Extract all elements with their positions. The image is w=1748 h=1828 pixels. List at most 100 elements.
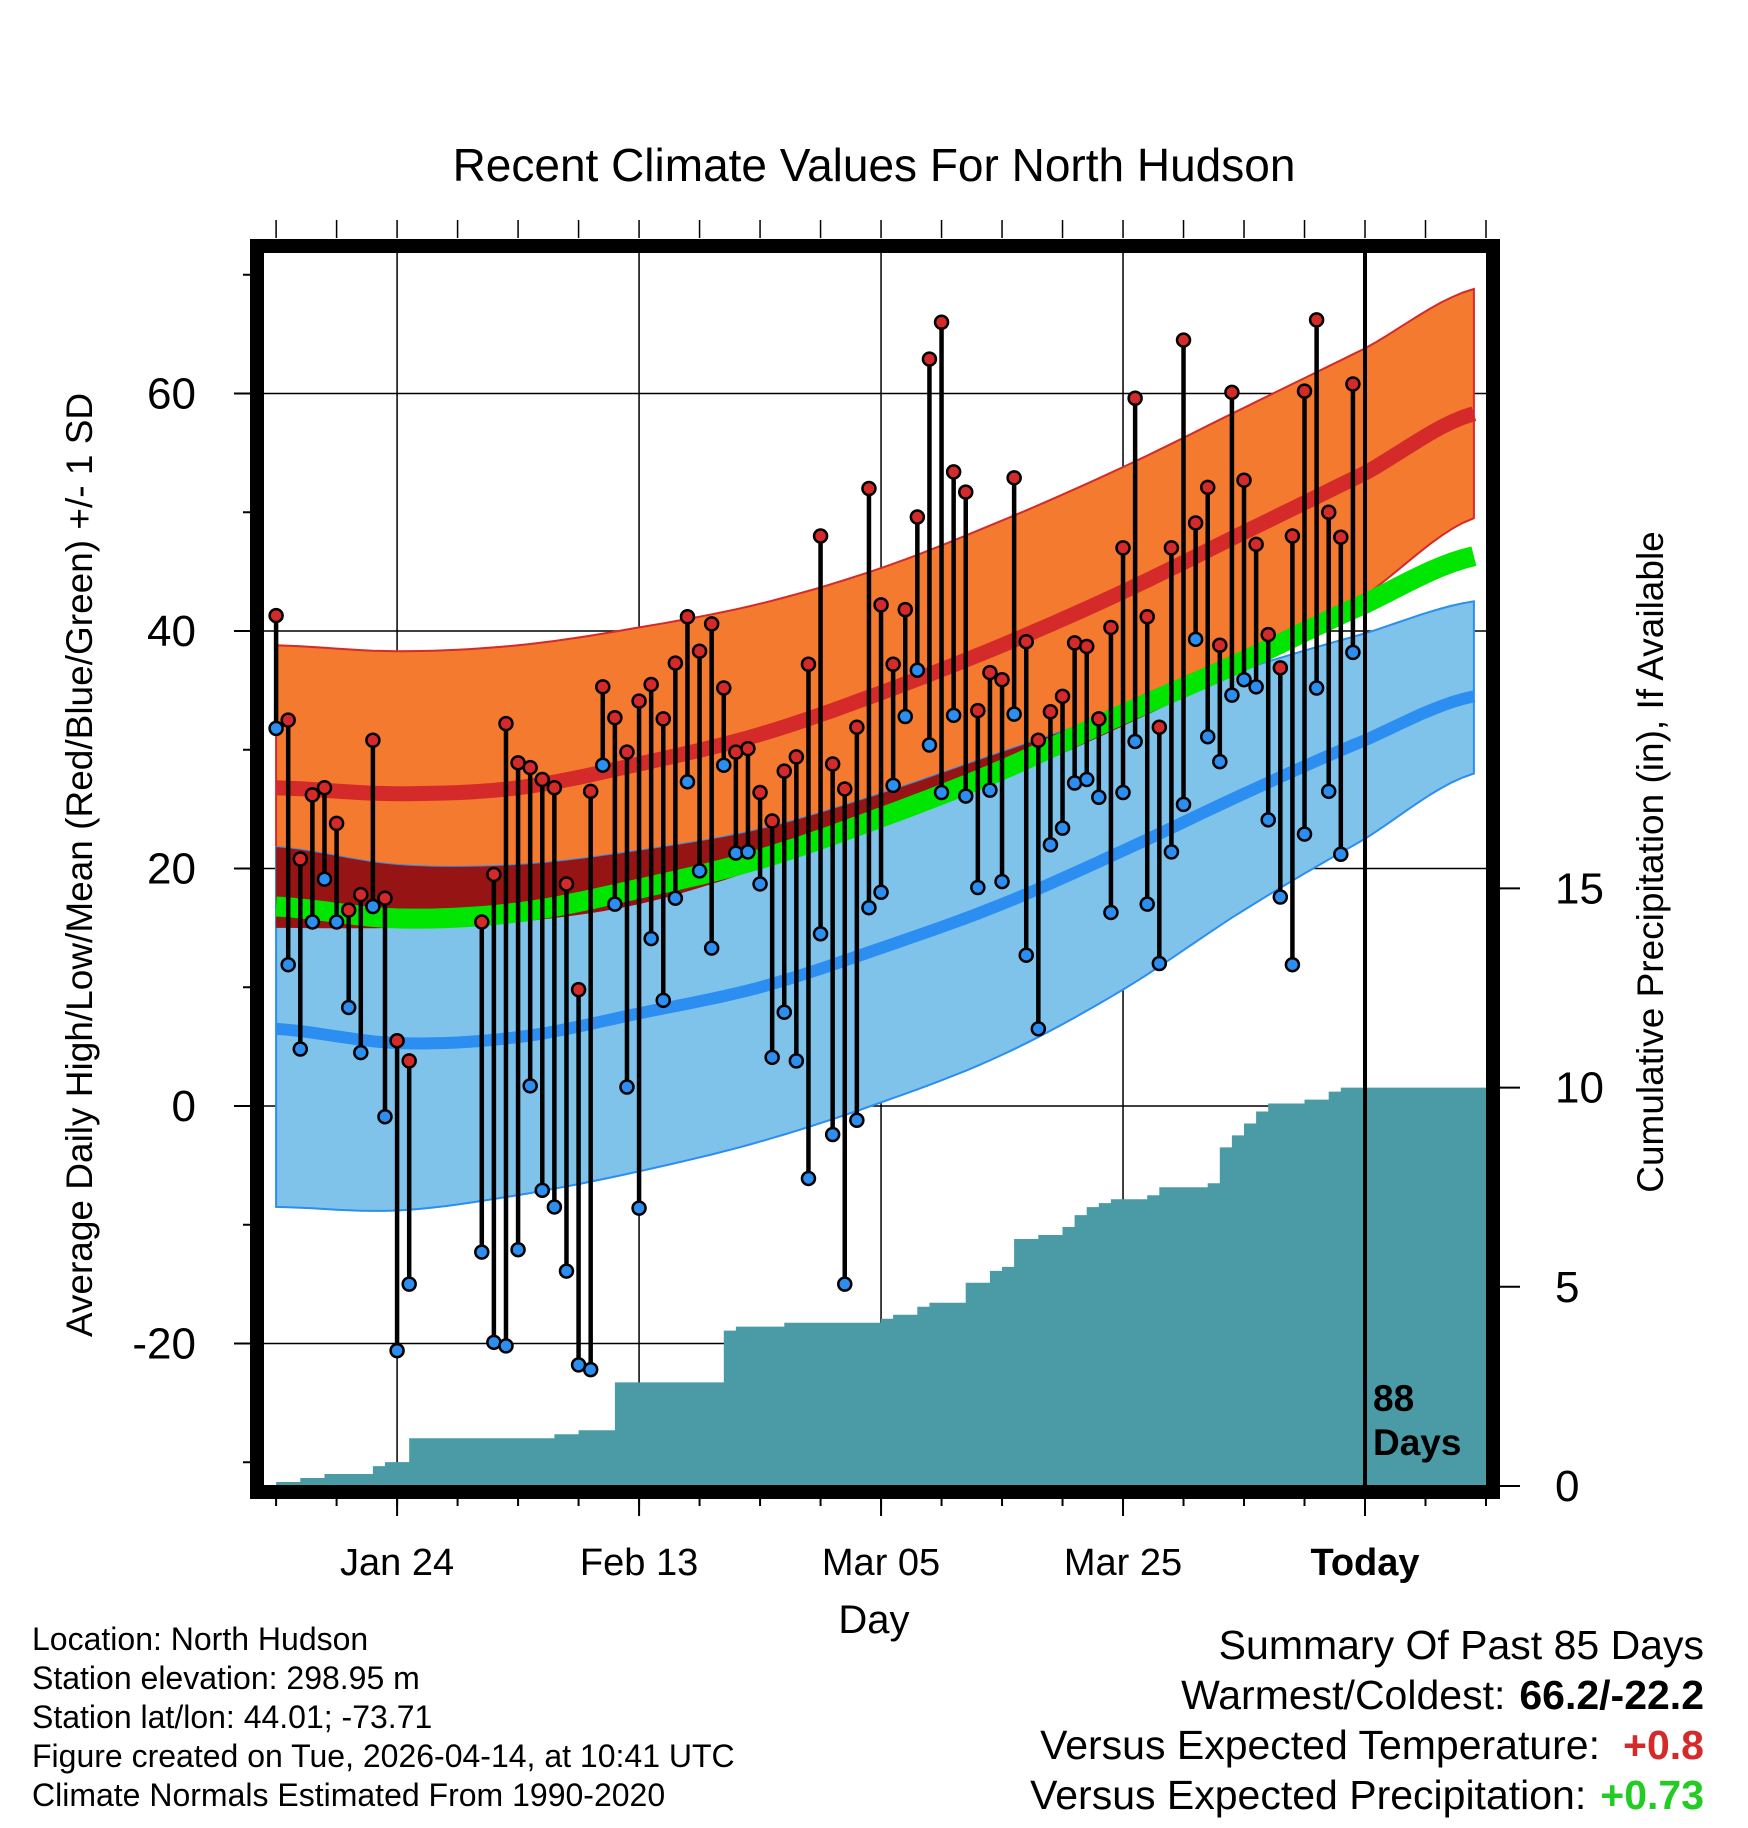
- daily-low-point: [921, 737, 938, 753]
- daily-low-point: [1224, 687, 1240, 703]
- daily-high-point: [897, 601, 913, 618]
- left-tick-label: 40: [147, 607, 196, 656]
- daily-high-point: [522, 759, 538, 776]
- daily-high-point: [1284, 528, 1301, 544]
- station-metadata: Location: North Hudson Station elevation…: [32, 1620, 735, 1815]
- daily-high-point: [401, 1053, 417, 1069]
- daily-low-point: [655, 992, 672, 1009]
- daily-high-point: [1163, 540, 1180, 556]
- precip-area: [264, 1087, 1486, 1486]
- daily-low-point: [1175, 796, 1192, 813]
- daily-low-point: [546, 1199, 563, 1215]
- daily-high-point: [365, 732, 381, 748]
- daily-high-point: [1236, 472, 1252, 488]
- precip-value: +0.73: [1600, 1772, 1704, 1818]
- daily-low-point: [377, 1108, 393, 1125]
- daily-low-point: [764, 1049, 780, 1066]
- precip-row: Versus Expected Precipitation: +0.73: [1030, 1770, 1704, 1820]
- daily-series: [268, 312, 1361, 1378]
- daily-low-point: [1139, 896, 1155, 912]
- daily-low-point: [1272, 889, 1289, 905]
- daily-low-point: [607, 896, 623, 912]
- daily-low-point: [788, 1053, 805, 1069]
- daily-high-point: [280, 712, 296, 728]
- daily-high-point: [1042, 704, 1059, 720]
- daily-low-point: [1018, 947, 1034, 963]
- daily-low-point: [1260, 812, 1276, 828]
- daily-high-point: [1054, 688, 1071, 705]
- daily-low-point: [401, 1276, 417, 1292]
- daily-low-point: [1163, 844, 1180, 860]
- low-mean-line: [275, 690, 1476, 1050]
- daily-high-point: [1127, 390, 1143, 406]
- daily-high-point: [631, 693, 647, 709]
- daily-high-point: [824, 756, 841, 772]
- temp-label: Versus Expected Temperature:: [1040, 1722, 1600, 1768]
- right-tick-label: 5: [1555, 1263, 1579, 1312]
- daily-high-point: [1030, 732, 1047, 748]
- daily-low-point: [679, 774, 696, 790]
- chart-title: Recent Climate Values For North Hudson: [453, 139, 1296, 191]
- daily-low-point: [1103, 904, 1119, 921]
- daily-low-point: [1151, 955, 1168, 972]
- daily-high-point: [1139, 609, 1155, 625]
- daily-high-point: [377, 890, 393, 906]
- daily-low-point: [522, 1078, 538, 1094]
- daily-low-point: [534, 1182, 551, 1199]
- daily-high-point: [558, 876, 575, 892]
- daily-low-point: [631, 1200, 647, 1216]
- daily-low-point: [740, 844, 756, 860]
- daily-low-point: [1078, 771, 1095, 788]
- daily-low-point: [353, 1044, 369, 1061]
- temp-value: +0.8: [1623, 1722, 1704, 1768]
- daily-high-point: [1272, 660, 1289, 676]
- daily-high-point: [788, 749, 805, 765]
- daily-high-point: [619, 744, 635, 760]
- daily-high-point: [328, 815, 345, 832]
- daily-low-point: [897, 708, 913, 725]
- daily-high-point: [1103, 619, 1119, 636]
- daily-high-point: [1308, 312, 1325, 328]
- daily-low-point: [994, 873, 1010, 890]
- daily-low-point: [292, 1041, 309, 1057]
- daily-low-point: [1127, 733, 1143, 750]
- daily-low-point: [1308, 680, 1325, 696]
- daily-low-point: [957, 788, 974, 804]
- days-annotation-label: Days: [1373, 1422, 1461, 1463]
- daily-high-point: [776, 763, 793, 779]
- daily-high-point: [1078, 638, 1095, 655]
- warm-cold-value: 66.2/-22.2: [1519, 1672, 1704, 1718]
- daily-low-point: [837, 1276, 853, 1292]
- daily-low-point: [861, 899, 877, 916]
- daily-low-point: [1030, 1021, 1047, 1037]
- daily-low-point: [691, 863, 708, 879]
- daily-high-point: [340, 902, 357, 918]
- precip-label: Versus Expected Precipitation:: [1030, 1772, 1587, 1818]
- daily-high-point: [582, 783, 599, 800]
- daily-high-point: [1187, 515, 1204, 531]
- daily-high-point: [909, 509, 926, 525]
- plot-frame: [250, 239, 1500, 1499]
- daily-low-point: [498, 1338, 514, 1354]
- daily-low-point: [800, 1170, 817, 1187]
- temp-row: Versus Expected Temperature: +0.8: [1030, 1720, 1704, 1770]
- location-text: Location: North Hudson: [32, 1621, 369, 1657]
- daily-high-point: [716, 680, 732, 696]
- daily-high-point: [1248, 536, 1264, 553]
- daily-low-point: [340, 999, 357, 1016]
- daily-high-point: [1333, 529, 1349, 545]
- daily-low-point: [982, 782, 998, 798]
- days-annotation-number: 88: [1373, 1378, 1414, 1419]
- x-tick-label: Mar 05: [822, 1542, 940, 1584]
- daily-low-point: [316, 871, 333, 887]
- daily-high-point: [764, 813, 780, 829]
- daily-low-point: [849, 1112, 865, 1128]
- daily-low-point: [1333, 846, 1349, 862]
- daily-low-point: [558, 1263, 575, 1279]
- right-tick-label: 10: [1555, 1064, 1604, 1113]
- daily-high-point: [921, 351, 938, 367]
- daily-high-point: [667, 655, 684, 671]
- right-tick-label: 15: [1555, 864, 1604, 913]
- daily-low-point: [582, 1361, 599, 1378]
